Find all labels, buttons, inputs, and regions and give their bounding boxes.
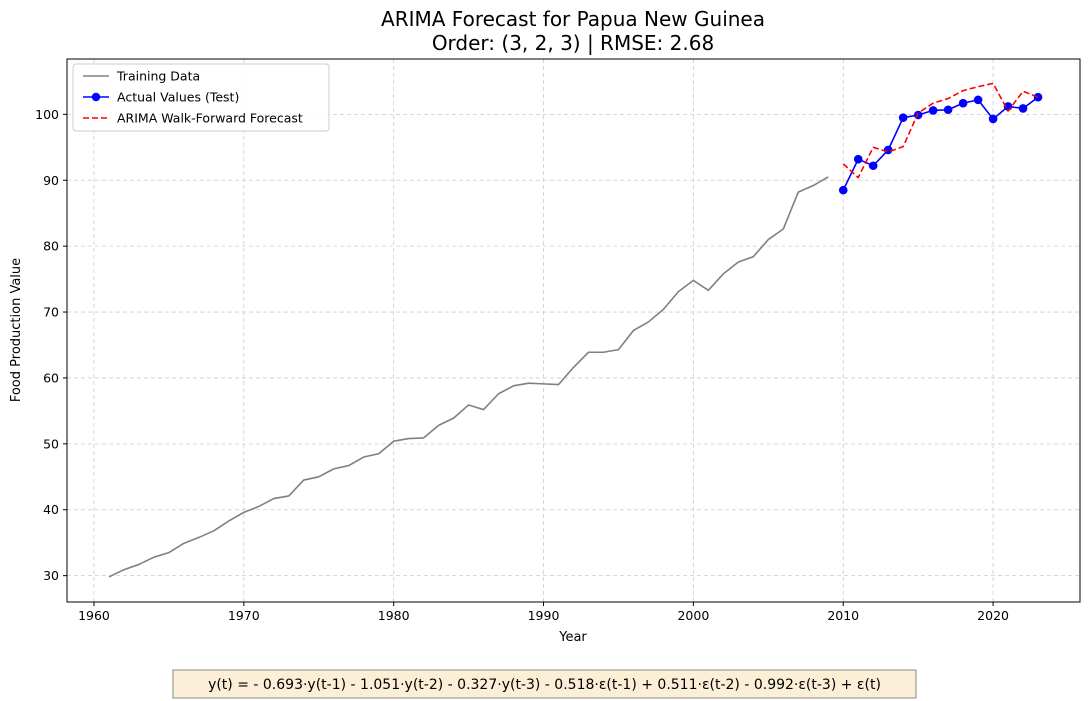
data-point-actual xyxy=(1033,92,1043,102)
data-point-actual xyxy=(973,95,983,105)
series-line-training xyxy=(108,176,829,578)
plot-area-frame xyxy=(66,58,1081,603)
data-point-actual xyxy=(943,105,953,115)
equation-background xyxy=(172,669,917,699)
legend-marker-actual xyxy=(91,92,101,102)
axis-ticks: 1960 1970 1980 1990 2000 2010 2020 30 40 50 60 70 80… xyxy=(35,107,1009,623)
data-point-actual xyxy=(988,114,998,124)
x-tick-label: 1980 xyxy=(378,608,410,623)
data-point-actual xyxy=(853,154,863,164)
data-point-actual xyxy=(883,145,893,155)
y-axis-label: Food Production Value xyxy=(9,258,24,402)
legend-box xyxy=(72,63,330,132)
x-tick-label: 2000 xyxy=(677,608,709,623)
x-tick-label: 1970 xyxy=(228,608,260,623)
legend-label-training: Training Data xyxy=(116,69,200,84)
data-point-actual xyxy=(868,161,878,171)
data-point-actual xyxy=(928,106,938,115)
data-point-actual xyxy=(958,98,968,108)
y-tick-label: 100 xyxy=(35,107,59,122)
data-point-actual xyxy=(913,110,923,120)
series-layer xyxy=(108,82,1043,578)
x-axis-label: Year xyxy=(558,630,587,645)
y-tick-label: 60 xyxy=(43,370,59,385)
legend-label-actual: Actual Values (Test) xyxy=(117,90,239,105)
data-point-actual xyxy=(1018,104,1028,113)
x-tick-label: 1990 xyxy=(528,608,560,623)
y-tick-label: 50 xyxy=(43,436,59,451)
y-tick-label: 70 xyxy=(43,305,59,320)
y-tick-label: 90 xyxy=(43,173,59,188)
data-point-actual xyxy=(838,185,848,195)
grid xyxy=(67,59,1080,602)
x-tick-label: 2010 xyxy=(827,608,859,623)
x-tick-label: 1960 xyxy=(78,608,110,623)
data-point-actual xyxy=(898,113,908,122)
y-tick-label: 80 xyxy=(43,239,59,254)
legend: Training Data Actual Values (Test) ARIMA… xyxy=(72,63,330,132)
equation-box: y(t) = - 0.693·y(t-1) - 1.051·y(t-2) - 0… xyxy=(172,669,917,699)
legend-label-forecast: ARIMA Walk-Forward Forecast xyxy=(117,111,303,126)
series-line-forecast xyxy=(842,82,1039,179)
chart-title-line2: Order: (3, 2, 3) | RMSE: 2.68 xyxy=(432,31,714,55)
chart-title-line1: ARIMA Forecast for Papua New Guinea xyxy=(381,7,765,31)
y-tick-label: 30 xyxy=(43,568,59,583)
y-tick-label: 40 xyxy=(43,502,59,517)
equation-text: y(t) = - 0.693·y(t-1) - 1.051·y(t-2) - 0… xyxy=(208,677,881,693)
x-tick-label: 2020 xyxy=(977,608,1009,623)
